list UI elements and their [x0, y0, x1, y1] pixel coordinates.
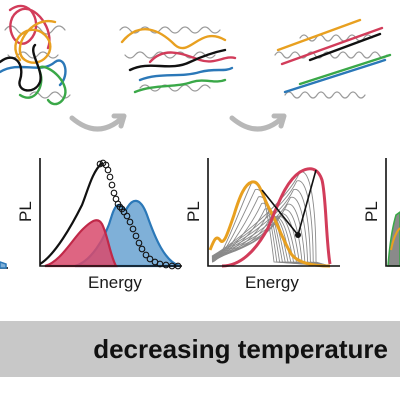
panel-3-axes: [385, 158, 400, 267]
panel-2-gray-spectrum: [211, 189, 331, 267]
panel-1-circle-marker: [116, 203, 124, 211]
panel-2-orange-curve: [208, 180, 331, 268]
panel-2-gray-spectrum: [211, 197, 331, 267]
panel-1-circle-marker: [138, 245, 146, 253]
panel-1-circle-marker: [146, 255, 154, 263]
panel-2-trend-point: [295, 232, 301, 238]
panel-1-circle-marker: [142, 251, 150, 259]
chain-blue: [0, 59, 67, 87]
arrow-2-head: [271, 113, 287, 129]
arrow-1-head: [111, 113, 127, 129]
panel-2-gray-spectrum: [211, 215, 331, 267]
panel-1-circle-marker: [123, 212, 131, 220]
panel-0-tail: [0, 261, 7, 269]
panel-1-circle-marker: [108, 181, 116, 189]
chain-red-3: [280, 26, 384, 66]
chain-orange: [14, 19, 57, 64]
chain-green-2: [133, 78, 227, 94]
panel-3-ylabel: PL: [362, 201, 381, 222]
chain-black: [0, 43, 42, 92]
chain-illustration-partially-ordered: [119, 26, 237, 94]
panel-1: [39, 158, 182, 270]
panel-1-circle-marker: [135, 239, 143, 247]
panel-1-circle-marker: [129, 225, 137, 233]
chain-illustration-ordered: [274, 18, 392, 99]
panel-1-circle-marker: [132, 232, 140, 240]
chain-orange-2: [120, 28, 227, 50]
chain-orange-3: [276, 18, 362, 52]
chain-green-3: [298, 53, 392, 86]
panel-1-circle-marker: [156, 260, 164, 268]
chain-blue-3: [283, 58, 387, 94]
panel-1-circle-series: [96, 159, 182, 270]
temperature-banner: decreasing temperature: [0, 321, 400, 377]
panel-2-red-curve: [221, 167, 332, 268]
panel-1-circle-marker: [96, 160, 104, 168]
panel-1-circle-marker: [126, 218, 134, 226]
panel-1-circle-marker: [162, 261, 170, 269]
chain-red-2: [148, 51, 237, 64]
panel-2-ylabel: PL: [184, 201, 203, 222]
panel-1-circle-marker: [106, 173, 114, 181]
panel-1-red-peak: [44, 219, 118, 268]
panel-1-black-curve: [39, 162, 103, 265]
chain-blue-2: [138, 66, 234, 82]
chain-red: [8, 4, 51, 50]
panel-0-partial: [0, 261, 8, 269]
panel-3-orange: [390, 227, 400, 251]
panel-2-gray-spectrum: [211, 203, 331, 267]
banner-text: decreasing temperature: [93, 334, 388, 364]
panel-2-gray-curves: [211, 171, 331, 267]
chain-green: [18, 65, 67, 106]
panel-2-xlabel: Energy: [245, 273, 299, 292]
chain-illustration-disordered: [0, 4, 71, 106]
arrow-1: [69, 115, 125, 132]
panel-2: [207, 158, 340, 268]
panel-3-partial: [385, 158, 400, 267]
chain-black-3: [308, 32, 382, 62]
panel-2-axes: [207, 158, 340, 267]
panel-1-circle-marker: [104, 166, 112, 174]
panel-2-gray-spectrum: [211, 180, 331, 267]
panel-1-circle-marker: [110, 189, 118, 197]
chain-black-2: [128, 48, 227, 72]
arrow-2: [229, 115, 285, 132]
panel-1-ylabel: PL: [16, 201, 35, 222]
panel-1-axes: [39, 158, 182, 267]
panel-1-xlabel: Energy: [88, 273, 142, 292]
arrows: [69, 113, 287, 132]
